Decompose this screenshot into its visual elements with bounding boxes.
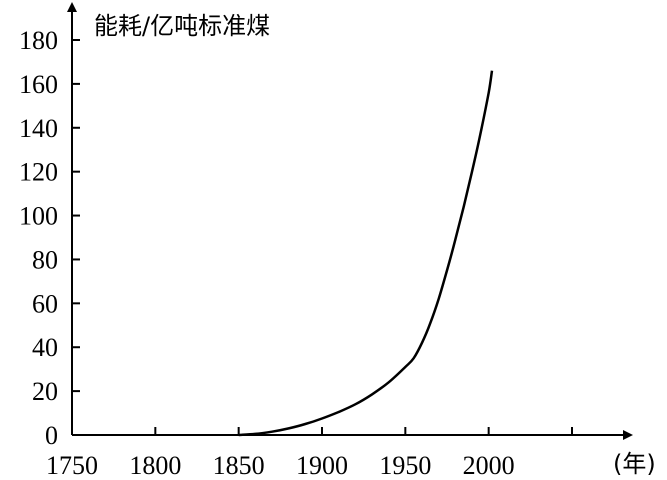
y-tick-label: 160 xyxy=(19,70,58,99)
y-tick-label: 20 xyxy=(32,377,58,406)
y-tick-label: 60 xyxy=(32,289,58,318)
x-tick-label: 2000 xyxy=(463,451,515,480)
series-line xyxy=(238,70,494,437)
y-axis-label: 能耗/亿吨标准煤 xyxy=(94,12,270,40)
y-tick-label: 100 xyxy=(19,202,58,231)
x-tick-label: 1950 xyxy=(379,451,431,480)
y-ticks: 0 20 40 60 80 100 120 140 160 180 xyxy=(19,26,80,450)
x-tick-label: 1800 xyxy=(129,451,181,480)
x-tick-label: 1900 xyxy=(296,451,348,480)
y-tick-label: 140 xyxy=(19,114,58,143)
y-tick-label: 40 xyxy=(32,333,58,362)
x-ticks: 1750 1800 1850 1900 1950 2000 xyxy=(46,427,573,480)
y-tick-label: 0 xyxy=(45,421,58,450)
x-tick-label: 1750 xyxy=(46,451,98,480)
y-tick-label: 120 xyxy=(19,158,58,187)
x-axis-label: (年) xyxy=(613,450,656,478)
x-tick-label: 1850 xyxy=(213,451,265,480)
y-tick-label: 80 xyxy=(32,245,58,274)
y-tick-label: 180 xyxy=(19,26,58,55)
